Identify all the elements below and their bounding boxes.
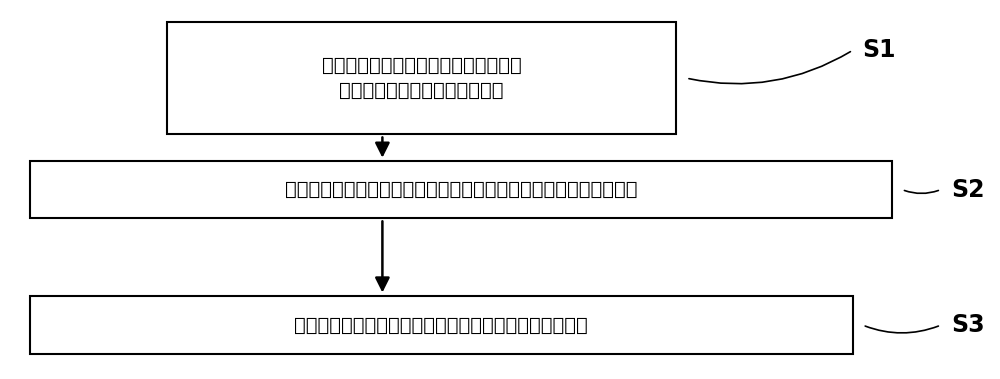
Text: 业务管理系统记录文件下载请求和文件
上传请求至上传下载中心任务表: 业务管理系统记录文件下载请求和文件 上传请求至上传下载中心任务表 (322, 56, 521, 100)
FancyBboxPatch shape (167, 22, 676, 134)
Text: S2: S2 (951, 177, 984, 202)
Text: 查询上传下载应用中的任务处理结果，下载处理结果文件: 查询上传下载应用中的任务处理结果，下载处理结果文件 (294, 316, 588, 335)
FancyBboxPatch shape (30, 296, 853, 354)
Text: 上传下载应用处理上传下载中心任务表中的任务，生成处理结果文件: 上传下载应用处理上传下载中心任务表中的任务，生成处理结果文件 (285, 180, 637, 199)
FancyBboxPatch shape (30, 161, 892, 218)
Text: S3: S3 (951, 313, 984, 337)
Text: S1: S1 (863, 38, 896, 62)
